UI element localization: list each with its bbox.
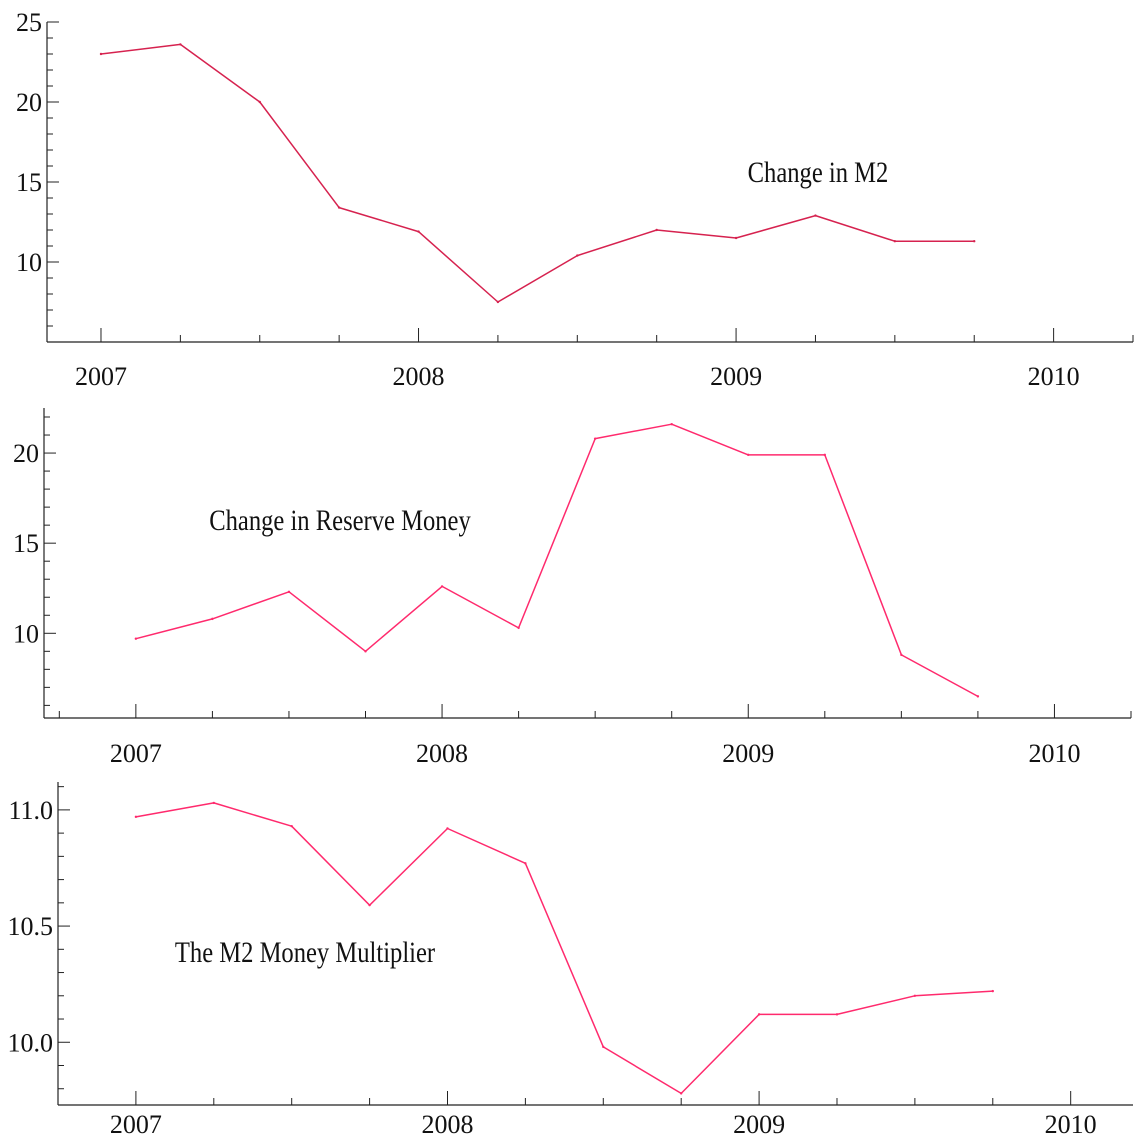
y-tick-label: 20 bbox=[13, 439, 39, 468]
data-point bbox=[364, 650, 367, 653]
data-point bbox=[368, 903, 371, 907]
data-point bbox=[524, 862, 527, 865]
y-tick-label: 10 bbox=[13, 619, 39, 648]
chart-panel-3: 2007 2008 2009 2010 10.0 10.5 11.0 The M2 Money… bbox=[8, 782, 1133, 1139]
x-tick-label: 2007 bbox=[110, 1110, 162, 1139]
data-point bbox=[900, 653, 903, 657]
series-line bbox=[100, 43, 975, 303]
data-point bbox=[290, 824, 293, 828]
y-tick-label: 10 bbox=[16, 248, 42, 277]
data-point bbox=[893, 240, 897, 243]
y-tick-label: 10.0 bbox=[8, 1028, 54, 1057]
data-point bbox=[496, 300, 500, 304]
x-tick-label: 2010 bbox=[1028, 362, 1080, 391]
data-point bbox=[734, 236, 738, 240]
data-point bbox=[747, 453, 750, 457]
data-point bbox=[913, 994, 917, 997]
series-line bbox=[135, 423, 979, 698]
data-point bbox=[287, 590, 291, 594]
data-point bbox=[991, 989, 994, 993]
x-tick-label: 2010 bbox=[1028, 739, 1080, 768]
data-point bbox=[179, 43, 182, 46]
x-tick-label: 2009 bbox=[710, 362, 762, 391]
data-point bbox=[258, 100, 261, 104]
data-point bbox=[134, 637, 138, 640]
x-tick-label: 2007 bbox=[110, 739, 162, 768]
data-point bbox=[973, 240, 976, 243]
x-tick-label: 2009 bbox=[733, 1110, 785, 1139]
data-point bbox=[835, 1013, 839, 1016]
data-point bbox=[976, 695, 980, 698]
data-point bbox=[576, 254, 579, 257]
y-tick-label: 15 bbox=[16, 168, 42, 197]
y-tick-label: 20 bbox=[16, 88, 42, 117]
data-point bbox=[670, 423, 673, 426]
data-point bbox=[593, 437, 597, 440]
x-tick-label: 2008 bbox=[416, 739, 468, 768]
data-point bbox=[99, 52, 103, 56]
data-point bbox=[337, 206, 341, 209]
x-tick-label: 2010 bbox=[1045, 1110, 1097, 1139]
x-tick-label: 2008 bbox=[393, 362, 445, 391]
data-point bbox=[134, 815, 138, 819]
data-point bbox=[679, 1092, 683, 1095]
panel-annotation: Change in M2 bbox=[748, 156, 889, 189]
data-point bbox=[823, 453, 827, 457]
y-tick-label: 10.5 bbox=[8, 912, 54, 941]
panel-annotation: The M2 Money Multiplier bbox=[175, 936, 435, 969]
x-tick-label: 2007 bbox=[75, 362, 127, 391]
y-tick-label: 15 bbox=[13, 529, 39, 558]
data-point bbox=[440, 585, 444, 588]
data-point bbox=[757, 1013, 761, 1016]
data-point bbox=[211, 617, 214, 621]
data-point bbox=[814, 214, 817, 217]
panel-annotation: Change in Reserve Money bbox=[209, 504, 471, 537]
series-line bbox=[135, 802, 993, 1095]
data-point bbox=[417, 230, 420, 233]
y-tick-label: 11.0 bbox=[8, 796, 53, 825]
data-point bbox=[517, 626, 520, 630]
x-tick-label: 2009 bbox=[722, 739, 774, 768]
data-point bbox=[446, 827, 449, 830]
y-tick-label: 25 bbox=[16, 8, 42, 37]
data-point bbox=[655, 228, 658, 232]
data-point bbox=[212, 801, 215, 805]
data-point bbox=[602, 1045, 605, 1049]
x-tick-label: 2008 bbox=[421, 1110, 473, 1139]
